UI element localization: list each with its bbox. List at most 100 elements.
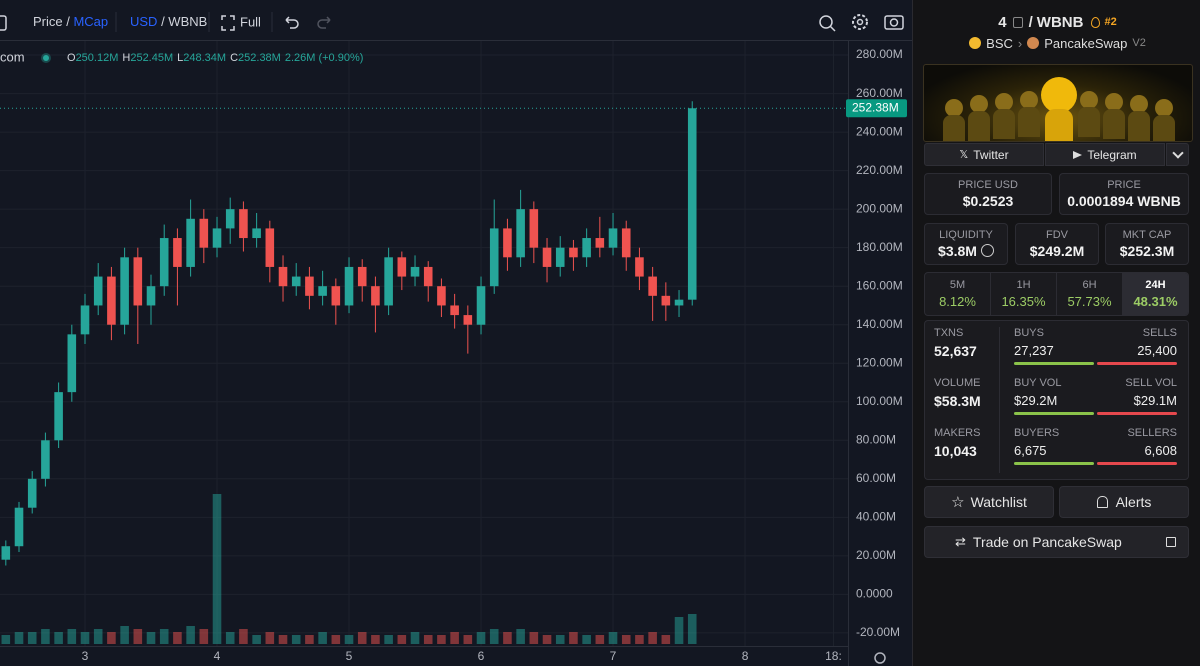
banner-figure-body [1153, 115, 1175, 141]
volume-bar [305, 635, 314, 644]
banner-figure-body [943, 115, 965, 141]
candle-body [67, 334, 77, 393]
candle-body [661, 295, 671, 306]
volume-bar [555, 635, 565, 644]
buy-value: $29.2M [1014, 393, 1058, 408]
bell-icon [1096, 496, 1108, 508]
x-tick-label: 6 [478, 649, 485, 663]
buy-label: BUY VOL [1014, 377, 1062, 389]
candle-body [133, 257, 143, 306]
volume-bar [225, 632, 235, 644]
sell-value: 6,608 [1144, 443, 1177, 458]
volume-bar [41, 629, 50, 644]
watchlist-label: Watchlist [970, 494, 1027, 510]
volume-bar [159, 629, 169, 644]
volume-bar [463, 635, 473, 644]
candle-body [1, 546, 11, 560]
usd-option[interactable]: USD [130, 14, 157, 29]
volume-bar [423, 635, 433, 644]
candle-body [503, 228, 512, 258]
undo-icon[interactable] [285, 16, 299, 29]
alerts-label: Alerts [1115, 494, 1152, 510]
candle-body [542, 247, 552, 267]
price-label: PRICE USD [958, 179, 1018, 191]
stat-value: 52,637 [934, 343, 977, 359]
timeframe-tab[interactable]: 24H 48.31% [1122, 273, 1188, 315]
volume-bar [133, 629, 143, 644]
watchlist-button[interactable]: ☆ Watchlist [924, 486, 1054, 518]
candle-layer [0, 101, 848, 566]
price-mcap-toggle[interactable]: Price / MCap [33, 14, 108, 29]
x-tick-label: 4 [214, 649, 221, 663]
twitter-icon: 𝕏 [959, 149, 969, 161]
candle-body [410, 266, 420, 277]
y-tick-label: 100.00M [856, 394, 903, 408]
y-tick-label: 80.00M [856, 432, 896, 446]
trade-button[interactable]: ⇄ Trade on PancakeSwap [924, 526, 1189, 558]
timeframe-tab[interactable]: 6H 57.73% [1056, 273, 1122, 315]
timeframe-tab[interactable]: 1H 16.35% [990, 273, 1056, 315]
y-tick-label: 0.0000 [856, 587, 893, 601]
candle-body [635, 257, 644, 277]
more-links-button[interactable] [1166, 143, 1189, 166]
y-tick-label: -20.00M [856, 625, 900, 639]
settings-icon[interactable] [852, 14, 868, 30]
twitter-button[interactable]: 𝕏 Twitter [924, 143, 1044, 166]
screenshot-icon[interactable] [884, 15, 904, 30]
axis-settings-icon[interactable] [874, 652, 886, 664]
candle-body [595, 238, 605, 248]
candle-body [476, 286, 486, 325]
volume-bar [635, 635, 644, 644]
layout-icon[interactable] [0, 15, 7, 31]
search-icon[interactable] [819, 15, 833, 29]
banner-figure [1020, 91, 1038, 109]
candle-body [80, 305, 90, 335]
change-value: 2.26M (+0.90%) [285, 52, 364, 64]
volume-bar [397, 635, 407, 644]
volume-bar [93, 629, 103, 644]
y-tick-label: 200.00M [856, 201, 903, 215]
ohlc-label: L [177, 52, 183, 64]
candle-body [212, 228, 222, 248]
banner-figure-body [993, 109, 1015, 139]
metric-value: $3.8M [925, 243, 1007, 259]
metric-label: LIQUIDITY [939, 229, 993, 241]
copy-icon[interactable] [1012, 16, 1023, 28]
candle-body [265, 228, 275, 267]
volume-bar [212, 494, 222, 644]
wbnb-option[interactable]: WBNB [168, 14, 207, 29]
price-option[interactable]: Price [33, 14, 63, 29]
volume-bar [569, 632, 578, 644]
redo-icon[interactable] [317, 16, 331, 29]
candle-body [318, 286, 327, 296]
volume-bar [582, 635, 591, 644]
chain: BSC [986, 35, 1013, 51]
mcap-option[interactable]: MCap [73, 14, 108, 29]
y-tick-label: 40.00M [856, 510, 896, 524]
timeframe-tabs: 5M 8.12% 1H 16.35% 6H 57.73% 24H 48.31% [924, 272, 1189, 316]
chart: Price / MCap USD / WBNB Full com O250.12… [0, 0, 912, 666]
alerts-button[interactable]: Alerts [1059, 486, 1189, 518]
sell-value: $29.1M [1133, 393, 1177, 408]
currency-toggle[interactable]: USD / WBNB [130, 14, 207, 29]
stat-value: 10,043 [934, 443, 977, 459]
telegram-label: Telegram [1087, 147, 1137, 162]
price-box: PRICE USD $0.2523 [924, 173, 1052, 215]
candle-body [305, 276, 314, 296]
volume-bar [450, 632, 459, 644]
telegram-button[interactable]: Telegram [1045, 143, 1165, 166]
y-tick-label: 20.00M [856, 548, 896, 562]
telegram-icon [1073, 150, 1083, 159]
volume-bar [674, 617, 684, 644]
y-tick-label: 120.00M [856, 355, 903, 369]
candle-body [371, 286, 380, 306]
timeframe-tab[interactable]: 5M 8.12% [925, 273, 990, 315]
volume-bar [265, 632, 275, 644]
toolbar [0, 0, 912, 40]
fire-icon [1091, 16, 1101, 28]
x-tick-label: 7 [610, 649, 617, 663]
fullscreen-button[interactable]: Full [240, 14, 261, 29]
external-link-icon[interactable] [1166, 537, 1176, 547]
fullscreen-icon[interactable] [221, 15, 235, 31]
candle-body [186, 218, 195, 267]
